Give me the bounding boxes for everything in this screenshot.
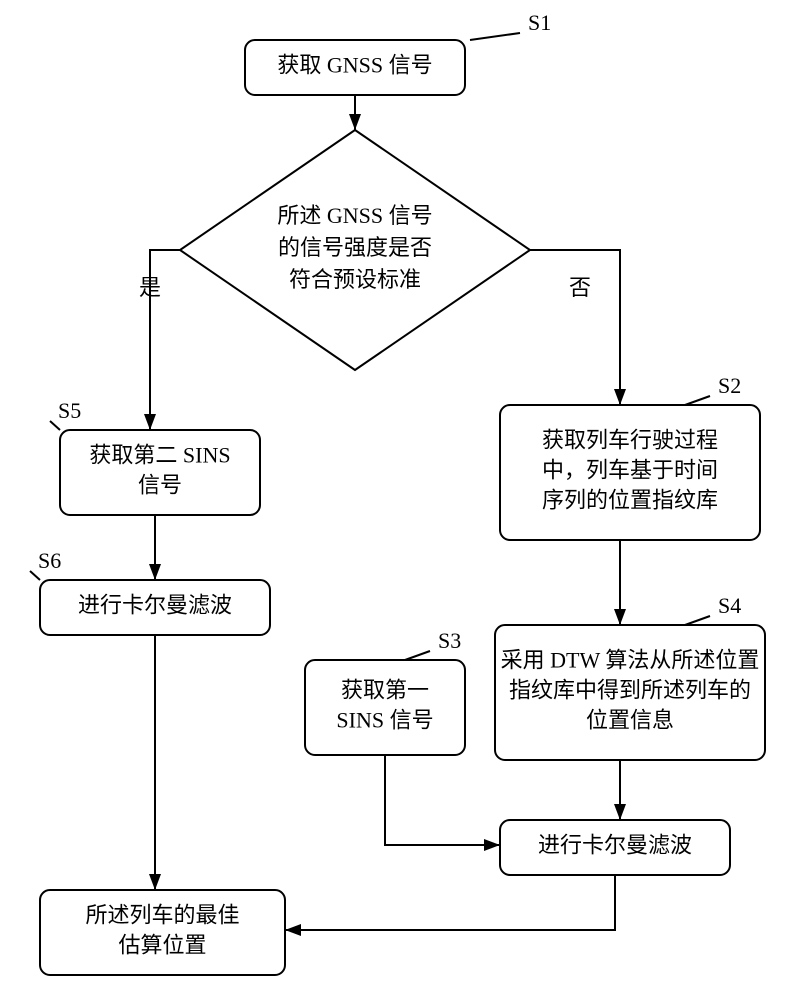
node-s2-text-1: 中，列车基于时间 — [542, 458, 718, 483]
node-s6-text-0: 进行卡尔曼滤波 — [78, 593, 232, 618]
step-label-s6: S6 — [38, 548, 61, 573]
step-label-s2: S2 — [718, 373, 741, 398]
step-tick-s2 — [685, 396, 710, 405]
node-s4-text-1: 指纹库中得到所述列车的 — [509, 678, 751, 703]
decision-no — [530, 250, 620, 405]
edge-label-no: 否 — [569, 275, 591, 300]
step-tick-s4 — [685, 616, 710, 625]
node-s4-text-2: 位置信息 — [586, 708, 674, 733]
node-s2-text-2: 序列的位置指纹库 — [542, 488, 718, 513]
node-s5-text-1: 信号 — [138, 473, 182, 498]
node-s1-text-0: 获取 GNSS 信号 — [277, 53, 432, 78]
node-result: 所述列车的最佳估算位置 — [40, 890, 285, 975]
node-decision-text-0: 所述 GNSS 信号 — [277, 203, 432, 228]
step-tick-s3 — [405, 651, 430, 660]
node-s3-text-1: SINS 信号 — [336, 708, 433, 733]
node-result-text-1: 估算位置 — [118, 933, 206, 958]
node-s3: 获取第一 SINS 信号 — [305, 660, 465, 755]
step-label-s1: S1 — [528, 10, 551, 35]
node-s2: 获取列车行驶过程中，列车基于时间序列的位置指纹库 — [500, 405, 760, 540]
node-decision-text-1: 的信号强度是否 — [278, 235, 432, 260]
step-label-s5: S5 — [58, 398, 81, 423]
node-s1: 获取 GNSS 信号 — [245, 40, 465, 95]
node-result-text-0: 所述列车的最佳 — [85, 903, 239, 928]
node-kalman2-text-0: 进行卡尔曼滤波 — [538, 833, 692, 858]
node-kalman2: 进行卡尔曼滤波 — [500, 820, 730, 875]
step-label-s3: S3 — [438, 628, 461, 653]
node-s2-text-0: 获取列车行驶过程 — [542, 428, 718, 453]
edge-label-yes: 是 — [139, 275, 161, 300]
s3-to-kalman2 — [385, 755, 500, 845]
node-decision-text-2: 符合预设标准 — [289, 267, 421, 292]
node-s5: 获取第二 SINS 信号 — [60, 430, 260, 515]
kalman2-to-result — [285, 875, 615, 930]
node-s3-text-0: 获取第一 — [341, 678, 429, 703]
node-s6: 进行卡尔曼滤波 — [40, 580, 270, 635]
node-s4-text-0: 采用 DTW 算法从所述位置 — [501, 648, 760, 673]
node-decision: 所述 GNSS 信号的信号强度是否符合预设标准 — [180, 130, 530, 370]
step-label-s4: S4 — [718, 593, 741, 618]
step-tick-s1 — [470, 33, 520, 40]
node-s5-text-0: 获取第二 SINS — [89, 443, 230, 468]
node-s4: 采用 DTW 算法从所述位置指纹库中得到所述列车的位置信息 — [495, 625, 765, 760]
flowchart: 获取 GNSS 信号所述 GNSS 信号的信号强度是否符合预设标准获取第二 SI… — [0, 0, 806, 1000]
